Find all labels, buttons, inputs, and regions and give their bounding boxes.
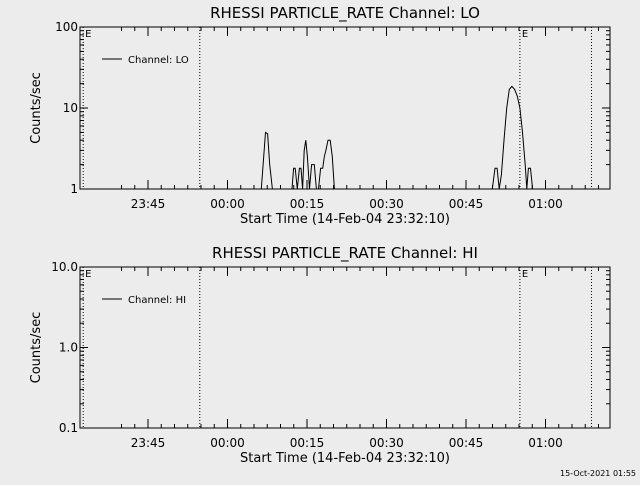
y-axis-label: Counts/sec <box>29 72 44 144</box>
event-marker-label: E <box>522 269 528 280</box>
x-tick-label: 00:30 <box>369 436 404 450</box>
y-tick-label: 1 <box>70 182 78 196</box>
x-tick-label: 01:00 <box>528 197 563 211</box>
x-tick-label: 00:00 <box>210 197 245 211</box>
data-series-line <box>261 86 534 189</box>
y-tick-label: 10 <box>63 101 78 115</box>
x-tick-label: 01:00 <box>528 436 563 450</box>
plot-frame <box>80 267 610 428</box>
legend-label: Channel: LO <box>128 55 189 66</box>
footer-timestamp: 15-Oct-2021 01:55 <box>560 469 636 478</box>
x-tick-label: 00:45 <box>449 436 484 450</box>
y-tick-label: 1.0 <box>59 341 78 355</box>
x-axis-label: Start Time (14-Feb-04 23:32:10) <box>240 451 450 466</box>
event-marker-label: E <box>85 269 91 280</box>
plot-frame <box>80 27 610 189</box>
y-tick-label: 0.1 <box>59 421 78 435</box>
event-marker-label: E <box>522 29 528 40</box>
x-tick-label: 00:30 <box>369 197 404 211</box>
chart-panel-1: RHESSI PARTICLE_RATE Channel: LO 1 10 100 23… <box>29 4 610 227</box>
y-axis-label: Counts/sec <box>29 312 44 384</box>
x-tick-label: 23:45 <box>131 197 166 211</box>
x-tick-label: 00:00 <box>210 436 245 450</box>
y-tick-label: 100 <box>55 20 78 34</box>
chart-title: RHESSI PARTICLE_RATE Channel: LO <box>210 4 480 23</box>
legend-label: Channel: HI <box>128 295 186 306</box>
x-tick-label: 23:45 <box>131 436 166 450</box>
x-axis-label: Start Time (14-Feb-04 23:32:10) <box>240 212 450 227</box>
x-tick-label: 00:15 <box>290 436 325 450</box>
x-tick-label: 00:45 <box>449 197 484 211</box>
y-tick-label: 10.0 <box>51 260 78 274</box>
chart-panel-2: RHESSI PARTICLE_RATE Channel: HI 0.1 1.0 10… <box>29 244 610 466</box>
chart-title: RHESSI PARTICLE_RATE Channel: HI <box>212 244 478 263</box>
event-marker-label: E <box>85 29 91 40</box>
x-tick-label: 00:15 <box>290 197 325 211</box>
